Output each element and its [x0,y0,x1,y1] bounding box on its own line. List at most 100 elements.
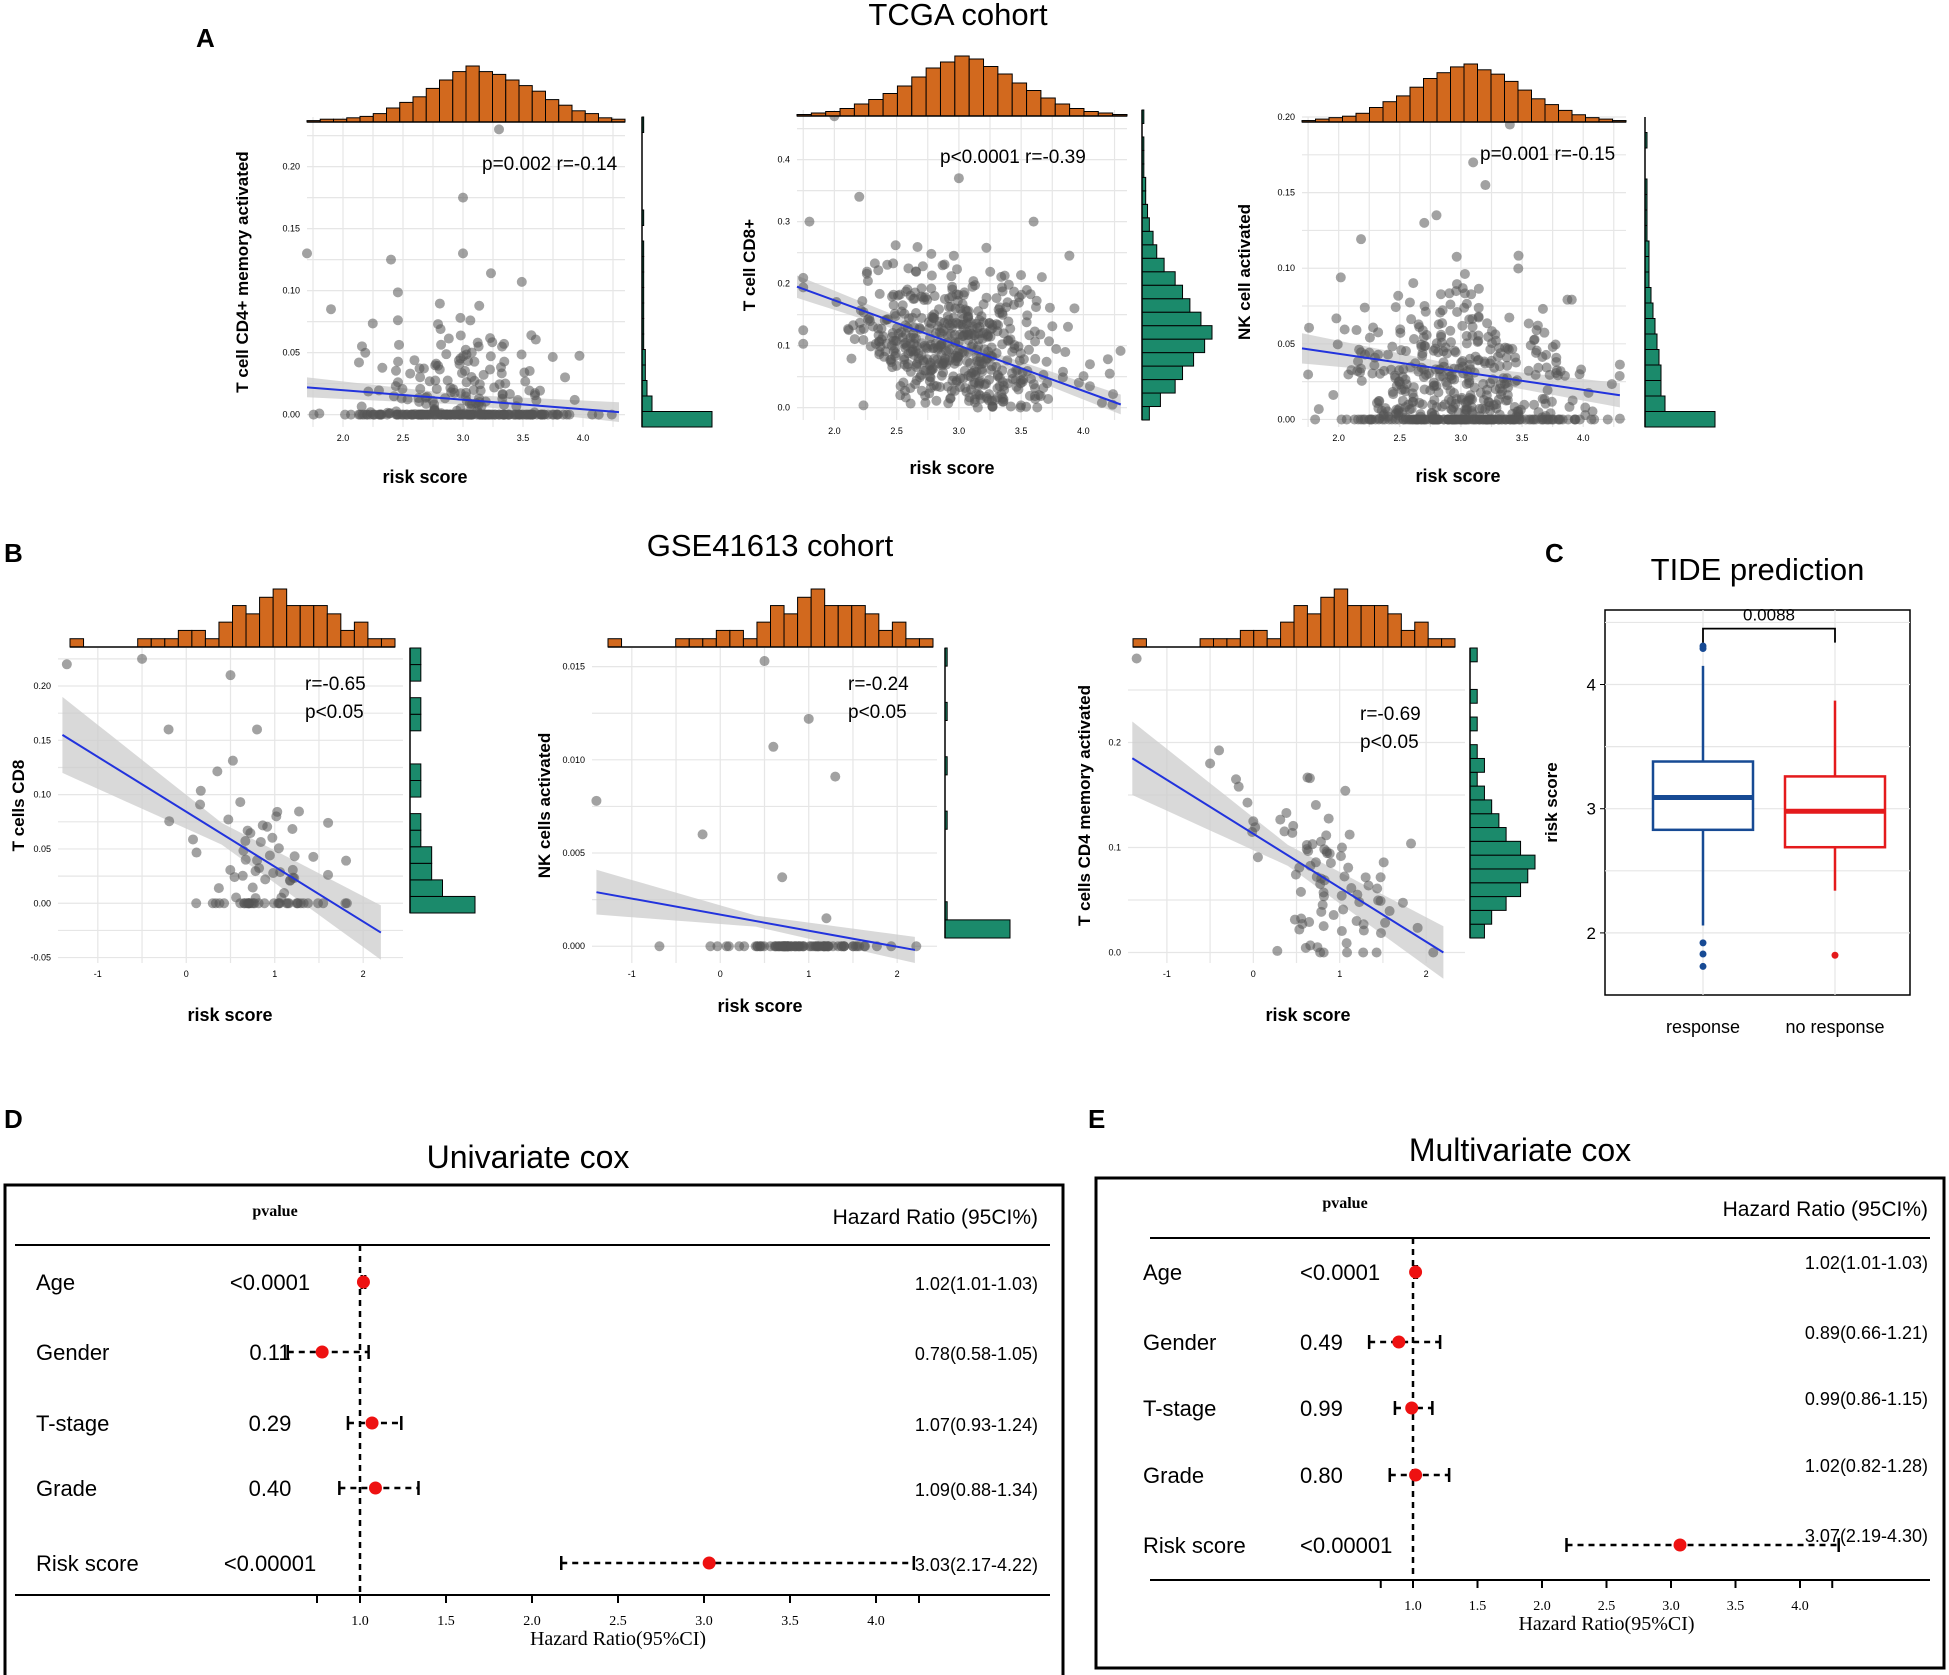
data-point [1297,919,1308,930]
data-point [987,401,998,412]
data-point [654,941,665,952]
row-pvalue: <0.00001 [224,1551,316,1576]
data-point [931,395,942,406]
data-point [1409,334,1420,345]
data-point [950,303,961,314]
data-point [953,173,964,184]
data-point [778,941,789,952]
data-point [1069,303,1080,314]
row-pvalue: 0.49 [1300,1330,1343,1355]
top-histogram-bar [1342,115,1357,123]
data-point [1295,886,1306,897]
data-point [1420,306,1431,317]
data-point [388,391,399,402]
data-point [867,321,878,332]
data-point [341,855,352,866]
data-point [1398,364,1409,375]
top-histogram-bar [340,629,355,648]
right-histogram-bar [1141,325,1213,340]
data-point [1614,370,1625,381]
data-point [1335,851,1346,862]
right-histogram-bar [1469,785,1485,801]
data-point [1523,318,1534,329]
data-point [1344,829,1355,840]
data-point [1364,347,1375,358]
right-histogram-bar [409,829,422,848]
box-outlier [1699,962,1707,970]
y-tick-label: 0.05 [282,348,300,358]
data-point [1408,392,1419,403]
forest-panel-d: Univariate cox pvalue Hazard Ratio (95CI%)… [3,1139,1065,1675]
data-point [1353,414,1364,425]
data-point [1018,374,1029,385]
right-histogram-bar [1469,896,1507,911]
right-histogram-bar [409,780,422,798]
data-point [1359,302,1370,313]
data-point [260,874,271,885]
y-tick-label: 0.10 [282,286,300,296]
data-point [308,851,319,862]
data-point [255,836,266,847]
data-point [1536,414,1547,425]
data-point [520,376,531,387]
top-histogram-bar [839,108,855,117]
data-point [1354,367,1365,378]
data-point [1043,393,1054,404]
data-point [1513,263,1524,274]
data-point [1373,327,1384,338]
data-point [574,350,585,361]
data-point [997,286,1008,297]
top-histogram-bar [925,67,941,117]
data-point [1438,357,1449,368]
x-category-label: no response [1785,1017,1884,1037]
top-histogram-bar [1369,107,1384,123]
data-point [458,192,468,203]
x-tick-label: 1.5 [437,1614,455,1629]
data-point [1346,882,1357,893]
top-histogram-bar [1360,605,1376,648]
data-point [225,670,236,681]
right-histogram-bar [1469,827,1507,842]
y-tick-label: 0.20 [1277,112,1295,122]
data-point [498,400,509,411]
data-point [858,400,869,411]
y-tick-label: 0.000 [562,941,585,951]
right-histogram-bar [409,862,433,881]
data-point [1563,414,1574,425]
data-point [1356,375,1367,386]
data-point [705,941,716,952]
data-point [1416,341,1427,352]
right-histogram-bar [1141,271,1176,286]
data-point [1108,389,1119,400]
data-point [496,368,507,379]
data-point [888,258,899,269]
right-histogram-bar [1141,338,1206,354]
right-histogram-bar [409,763,422,781]
data-point [213,883,224,894]
data-point [1310,414,1321,425]
data-point [436,339,447,350]
significance-pvalue: 0.0088 [1743,606,1795,625]
data-point [1451,251,1462,262]
top-histogram-bar [824,605,839,648]
top-histogram-bar [1199,638,1215,648]
y-tick-label: 0.15 [282,224,300,234]
data-point [957,308,968,319]
data-point [1544,369,1555,380]
data-point [394,339,405,350]
data-point [560,372,571,383]
data-point [1336,926,1347,937]
data-point [1310,800,1321,811]
top-histogram-bar [367,638,382,648]
x-tick-label: 4.0 [1077,426,1090,436]
data-point [976,311,987,322]
top-histogram-bar [607,638,623,648]
data-point [958,373,969,384]
data-point [1021,401,1032,412]
data-point [1614,413,1625,424]
top-histogram-bar [465,65,480,123]
data-point [345,409,356,420]
data-point [1456,394,1467,405]
panel-letter-a: A [196,23,215,53]
data-point [242,825,253,836]
